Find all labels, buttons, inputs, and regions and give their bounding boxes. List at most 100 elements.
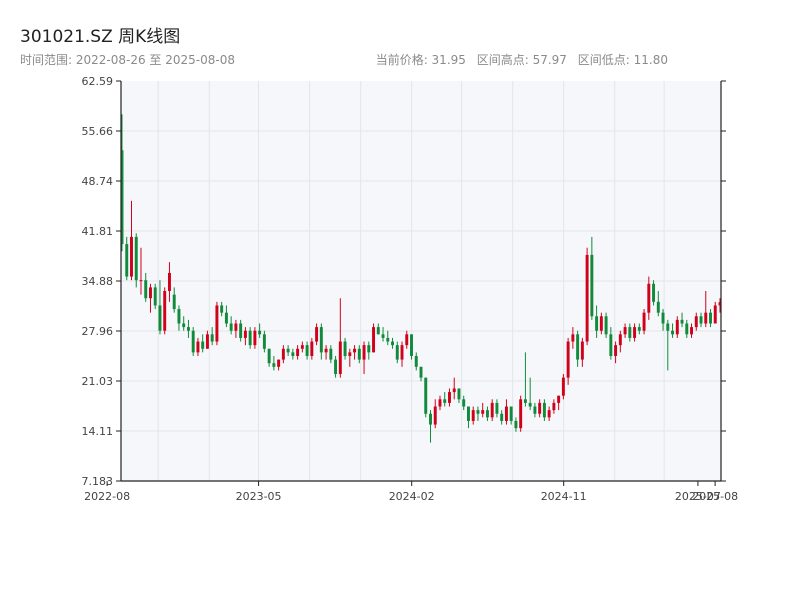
candle-body: [523, 399, 527, 403]
candle-body: [618, 334, 622, 346]
candle-body: [277, 359, 281, 367]
x-tick-label: 2023-05: [236, 490, 282, 503]
candle-body: [177, 309, 181, 324]
candle-body: [315, 327, 319, 342]
candle-body: [125, 244, 129, 277]
y-tick-label: 21.03: [82, 375, 114, 388]
candle-body: [457, 388, 461, 400]
candle-body: [500, 413, 504, 421]
candle-body: [652, 283, 656, 302]
candle-body: [281, 348, 285, 360]
candle-body: [272, 363, 276, 367]
candle-body: [414, 355, 418, 367]
candle-body: [410, 334, 413, 356]
price-stats: 当前价格: 31.95 区间高点: 57.97 区间低点: 11.80: [369, 51, 668, 68]
candle-body: [319, 327, 323, 353]
candle-body: [504, 406, 508, 421]
candle-body: [528, 402, 532, 407]
candle-body: [438, 399, 442, 407]
current-price-label: 当前价格: 31.95: [375, 53, 466, 67]
candle-body: [405, 334, 409, 346]
grid-lines: [121, 81, 721, 481]
candle-body: [205, 334, 209, 349]
x-tick-label: 2024-11: [541, 490, 587, 503]
candle-body: [215, 305, 219, 342]
candle-body: [149, 287, 152, 299]
candle-body: [675, 319, 679, 335]
candle-body: [296, 348, 300, 356]
candle-body: [604, 316, 608, 335]
candle-body: [381, 334, 385, 338]
candle-body: [353, 348, 357, 353]
candle-body: [656, 301, 660, 313]
candle-body: [291, 352, 295, 356]
candle-body: [485, 410, 489, 418]
y-tick-label: 14.11: [82, 425, 114, 438]
candle-body: [704, 312, 708, 324]
candle-body: [561, 377, 565, 396]
candle-body: [334, 359, 338, 375]
candle-body: [647, 283, 651, 313]
candle-body: [130, 236, 133, 277]
candle-body: [424, 377, 428, 414]
candle-body: [481, 410, 485, 414]
candle-body: [372, 327, 376, 353]
candle-body: [538, 402, 542, 414]
candle-body: [357, 348, 361, 360]
x-tick-label: 2024-02: [389, 490, 435, 503]
candle-body: [443, 399, 447, 403]
candle-body: [542, 402, 546, 418]
candle-body: [258, 330, 262, 335]
candle-body: [163, 291, 167, 331]
candle-body: [220, 305, 224, 313]
candle-body: [144, 280, 148, 299]
candle-body: [224, 312, 228, 324]
candle-body: [248, 330, 252, 346]
candle-body: [201, 341, 205, 349]
candle-body: [300, 345, 304, 349]
candle-body: [609, 334, 613, 356]
period-high-label: 区间高点: 57.97: [476, 53, 567, 67]
candle-body: [699, 316, 703, 324]
candle-body: [466, 406, 470, 421]
candle-body: [286, 348, 290, 353]
candle-body: [509, 406, 513, 421]
candle-body: [182, 323, 186, 328]
candle-body: [599, 316, 603, 331]
candle-body: [376, 327, 380, 335]
candle-body: [324, 348, 328, 353]
candle-body: [186, 327, 190, 331]
candle-body: [172, 294, 176, 310]
candle-body: [229, 323, 233, 331]
candle-body: [614, 345, 618, 356]
date-range-label: 时间范围: 2022-08-26 至 2025-08-08: [20, 53, 235, 67]
candle-body: [694, 316, 698, 328]
candle-body: [690, 327, 693, 335]
y-tick-label: 27.96: [82, 325, 114, 338]
candle-body: [661, 312, 665, 324]
y-tick-label: 7.183: [82, 475, 114, 488]
candle-body: [262, 334, 266, 349]
candle-body: [476, 410, 480, 414]
candle-body: [343, 341, 347, 356]
candle-body: [490, 402, 494, 418]
y-tick-label: 55.66: [82, 125, 114, 138]
candle-body: [495, 402, 499, 414]
candle-body: [680, 319, 684, 324]
candle-body: [386, 337, 390, 342]
candle-body: [243, 330, 247, 338]
candle-body: [595, 316, 599, 331]
candle-body: [514, 420, 518, 429]
chart-title: 301021.SZ 周K线图: [20, 27, 181, 47]
candle-body: [305, 345, 309, 356]
candle-body: [557, 395, 561, 403]
candle-body: [462, 399, 466, 407]
candle-body: [666, 323, 670, 331]
candle-body: [234, 323, 238, 331]
candle-body: [642, 312, 646, 331]
candle-body: [671, 330, 675, 335]
candle-body: [329, 348, 333, 360]
candle-body: [628, 327, 632, 338]
candle-body: [590, 254, 594, 317]
